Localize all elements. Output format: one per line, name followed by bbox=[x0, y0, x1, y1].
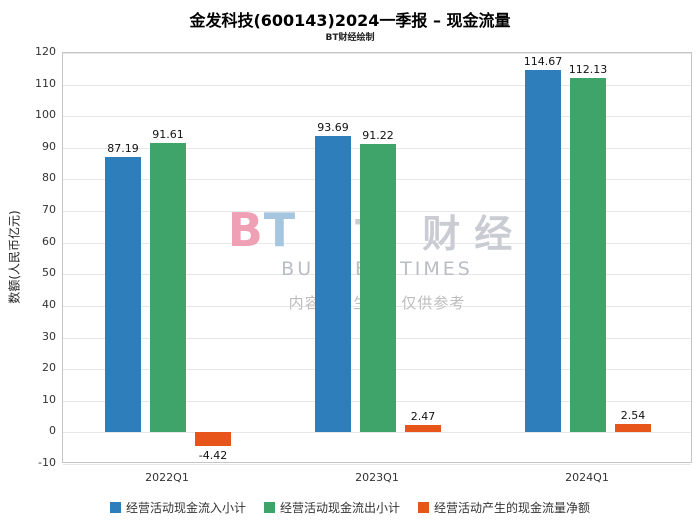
legend-swatch bbox=[109, 502, 121, 513]
bar bbox=[360, 143, 396, 433]
legend-swatch bbox=[263, 502, 275, 513]
y-tick-label: 120 bbox=[35, 45, 56, 58]
y-tick-label: 70 bbox=[42, 203, 56, 217]
bar-value-label: 114.67 bbox=[523, 54, 563, 68]
chart-title: 金发科技(600143)2024一季报 – 现金流量 bbox=[189, 11, 511, 30]
y-tick-label: 10 bbox=[42, 392, 56, 406]
bar-value-label: 87.19 bbox=[107, 141, 139, 155]
gridline bbox=[63, 53, 691, 54]
bar-value-label: 2.47 bbox=[410, 409, 436, 423]
bar bbox=[570, 77, 606, 433]
gridline bbox=[63, 116, 691, 118]
bar-value-label: 112.13 bbox=[568, 62, 608, 76]
y-tick-label: 40 bbox=[42, 297, 56, 311]
legend: 经营活动现金流入小计 经营活动现金流出小计 经营活动产生的现金流量净额 bbox=[0, 499, 700, 516]
bar bbox=[615, 424, 651, 433]
y-tick-label: 20 bbox=[42, 361, 56, 375]
y-tick-label: 60 bbox=[42, 234, 56, 248]
gridline bbox=[63, 432, 691, 434]
chart-subtitle: BT财经绘制 bbox=[325, 33, 375, 43]
bar bbox=[315, 136, 351, 433]
bar bbox=[195, 432, 231, 447]
x-tick-label: 2023Q1 bbox=[355, 471, 399, 484]
y-tick-label: 50 bbox=[42, 266, 56, 280]
y-tick-label: 80 bbox=[42, 171, 56, 185]
y-tick-label: 0 bbox=[49, 424, 56, 438]
bar-value-label: 2.54 bbox=[620, 409, 646, 423]
legend-label: 经营活动产生的现金流量净额 bbox=[434, 501, 591, 515]
y-tick-label: 30 bbox=[42, 329, 56, 343]
y-tick-label: 100 bbox=[35, 108, 56, 122]
gridline bbox=[63, 84, 691, 86]
legend-label: 经营活动现金流出小计 bbox=[279, 501, 400, 515]
legend-label: 经营活动现金流入小计 bbox=[125, 501, 246, 515]
bar bbox=[405, 424, 441, 433]
legend-swatch bbox=[418, 502, 429, 513]
bar-value-label: 93.69 bbox=[317, 121, 349, 135]
bar bbox=[525, 69, 561, 433]
legend-item: 经营活动现金流出小计 bbox=[263, 499, 400, 516]
bar-value-label: 91.61 bbox=[152, 127, 184, 141]
bar bbox=[105, 156, 141, 433]
legend-item: 经营活动产生的现金流量净额 bbox=[418, 499, 590, 516]
x-tick-label: 2022Q1 bbox=[145, 471, 189, 484]
y-axis-label: 数额(人民币亿元) bbox=[7, 210, 22, 304]
bar-value-label: 91.22 bbox=[362, 128, 394, 142]
y-tick-label: 90 bbox=[42, 139, 56, 153]
legend-item: 经营活动现金流入小计 bbox=[109, 499, 246, 516]
x-tick-label: 2024Q1 bbox=[565, 471, 609, 484]
plot-area: BT BT 财经 BUSINESSTIMES 内容由AI生成，仅供参考 87.1… bbox=[62, 52, 692, 465]
y-tick-label: 110 bbox=[35, 76, 56, 90]
y-tick-label: -10 bbox=[38, 456, 56, 469]
bar-value-label: -4.42 bbox=[198, 449, 228, 463]
gridline bbox=[63, 464, 691, 465]
bar bbox=[150, 142, 186, 433]
